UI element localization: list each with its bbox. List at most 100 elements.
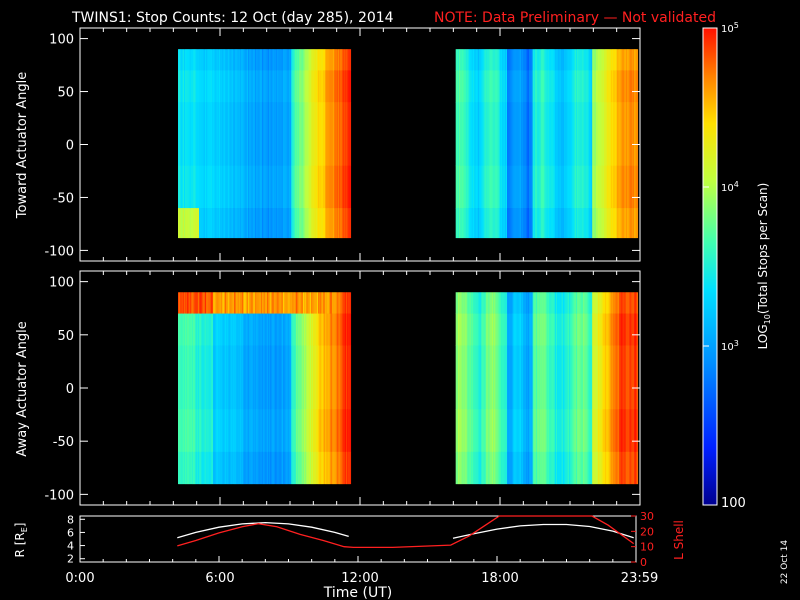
heatmap-cell	[276, 292, 278, 314]
heatmap-cell	[272, 292, 275, 314]
heatmap-cell	[573, 292, 576, 314]
heatmap-cell	[202, 292, 205, 314]
heatmap-cell	[575, 70, 578, 103]
heatmap-cell	[592, 292, 594, 314]
heatmap-cell	[259, 451, 262, 485]
heatmap-cell	[299, 345, 301, 410]
heatmap-cell	[183, 345, 186, 410]
heatmap-cell	[252, 451, 255, 485]
heatmap-cell	[477, 345, 480, 410]
heatmap-cell	[536, 451, 538, 485]
heatmap-cell	[467, 70, 469, 103]
heatmap-cell	[579, 292, 581, 314]
heatmap-cell	[585, 345, 587, 410]
heatmap-cell	[265, 49, 268, 71]
heatmap-cell	[545, 102, 548, 167]
heatmap-cell	[321, 345, 324, 410]
heatmap-cell	[334, 451, 336, 485]
heatmap-cell	[626, 165, 628, 209]
heatmap-cell	[504, 313, 507, 346]
heatmap-cell	[497, 102, 500, 167]
heatmap-cell	[560, 409, 563, 453]
heatmap-cell	[544, 70, 546, 103]
heatmap-cell	[621, 451, 623, 485]
heatmap-cell	[636, 70, 639, 103]
heatmap-cell	[482, 165, 485, 209]
heatmap-cell	[304, 451, 306, 485]
heatmap-cell	[253, 165, 256, 209]
colorbar-tick-label: 104	[721, 180, 739, 194]
heatmap-cell	[566, 165, 569, 209]
heatmap-cell	[488, 451, 490, 485]
heatmap-cell	[309, 451, 312, 485]
heatmap-cell	[192, 70, 194, 103]
heatmap-cell	[341, 165, 343, 209]
heatmap-cell	[551, 409, 553, 453]
heatmap-cell	[529, 70, 531, 103]
heatmap-cell	[459, 451, 461, 485]
heatmap-cell	[558, 451, 560, 485]
heatmap-cell	[297, 208, 299, 239]
heatmap-cell	[573, 165, 576, 209]
heatmap-cell	[587, 70, 590, 103]
heatmap-cell	[346, 208, 348, 239]
heatmap-cell	[189, 292, 192, 314]
heatmap-cell	[180, 451, 182, 485]
heatmap-cell	[298, 451, 300, 485]
heatmap-cell	[343, 70, 346, 103]
heatmap-cell	[201, 165, 203, 209]
heatmap-cell	[295, 165, 298, 209]
heatmap-cell	[482, 208, 485, 239]
heatmap-cell	[563, 70, 565, 103]
heatmap-cell	[564, 208, 566, 239]
heatmap-cell	[329, 102, 332, 167]
heatmap-cell	[266, 49, 269, 71]
heatmap-cell	[348, 70, 350, 103]
heatmap-cell	[322, 345, 325, 410]
heatmap-cell	[197, 451, 200, 485]
heatmap-cell	[237, 208, 240, 239]
heatmap-cell	[606, 165, 608, 209]
heatmap-cell	[554, 292, 557, 314]
heatmap-cell	[236, 292, 238, 314]
heatmap-cell	[524, 70, 527, 103]
heatmap-cell	[526, 208, 529, 239]
heatmap-cell	[633, 345, 635, 410]
heatmap-cell	[245, 49, 248, 71]
heatmap-cell	[547, 208, 550, 239]
heatmap-cell	[530, 345, 532, 410]
heatmap-cell	[214, 102, 216, 167]
heatmap-cell	[529, 165, 531, 209]
heatmap-cell	[490, 208, 493, 239]
heatmap-cell	[304, 165, 306, 209]
heatmap-cell	[483, 409, 486, 453]
heatmap-cell	[287, 102, 290, 167]
heatmap-cell	[244, 165, 247, 209]
heatmap-cell	[554, 313, 557, 346]
heatmap-cell	[594, 451, 597, 485]
heatmap-cell	[224, 208, 227, 239]
heatmap-cell	[206, 102, 208, 167]
heatmap-cell	[482, 70, 485, 103]
heatmap-cell	[525, 102, 528, 167]
heatmap-cell	[528, 208, 530, 239]
heatmap-cell	[629, 345, 632, 410]
heatmap-cell	[308, 208, 311, 239]
heatmap-cell	[228, 313, 230, 346]
heatmap-cell	[502, 70, 504, 103]
heatmap-cell	[467, 451, 469, 485]
heatmap-cell	[474, 345, 476, 410]
heatmap-cell	[297, 313, 299, 346]
heatmap-cell	[313, 70, 315, 103]
heatmap-cell	[302, 409, 305, 453]
heatmap-cell	[504, 292, 507, 314]
heatmap-cell	[491, 208, 494, 239]
heatmap-cell	[293, 345, 296, 410]
heatmap-cell	[348, 49, 350, 71]
heatmap-cell	[292, 165, 294, 209]
heatmap-cell	[239, 102, 242, 167]
heatmap-cell	[595, 49, 598, 71]
heatmap-cell	[313, 345, 315, 410]
heatmap-cell	[253, 49, 256, 71]
heatmap-cell	[592, 49, 594, 71]
